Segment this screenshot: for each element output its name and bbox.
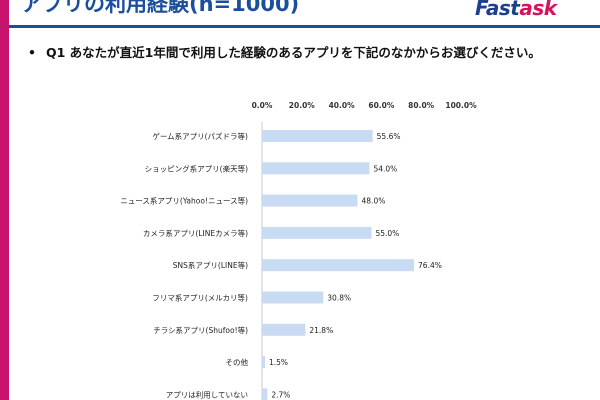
value-label: 55.6% <box>377 132 401 141</box>
value-label: 1.5% <box>269 358 288 367</box>
x-tick-label: 100.0% <box>445 101 477 110</box>
value-label: 21.8% <box>309 326 333 335</box>
value-label: 2.7% <box>271 390 290 399</box>
category-label: SNS系アプリ(LINE等) <box>173 260 248 270</box>
category-label: フリマ系アプリ(メルカリ等) <box>152 293 248 303</box>
value-label: 76.4% <box>418 261 442 270</box>
bar <box>262 162 370 175</box>
value-label: 48.0% <box>362 197 386 206</box>
x-tick-label: 0.0% <box>252 101 273 110</box>
x-tick-label: 60.0% <box>368 101 395 110</box>
x-tick-label: 80.0% <box>408 101 435 110</box>
value-label: 30.8% <box>327 294 351 303</box>
question-text: Q1 あなたが直近1年間で利用した経験のあるアプリを下記のなかからお選びください… <box>46 45 541 60</box>
left-accent-stripe <box>0 0 9 400</box>
value-label: 54.0% <box>373 164 397 173</box>
bar <box>262 388 268 400</box>
bar <box>262 291 324 304</box>
category-label: ゲーム系アプリ(パズドラ等) <box>152 131 248 141</box>
bar <box>262 356 265 369</box>
bar <box>262 323 306 336</box>
bar <box>262 194 358 207</box>
header: アプリの利用経験(n=1000) Fastask <box>9 0 600 27</box>
x-tick-label: 40.0% <box>329 101 356 110</box>
category-label: アプリは利用していない <box>166 389 248 399</box>
page-title: アプリの利用経験(n=1000) <box>21 0 300 16</box>
bar <box>262 130 373 142</box>
bar <box>262 226 372 239</box>
value-label: 55.0% <box>375 229 399 238</box>
logo-text: Fast <box>475 0 520 20</box>
category-label: ショッピング系アプリ(楽天等) <box>145 163 248 173</box>
question-bullet: • <box>28 45 36 60</box>
category-label: カメラ系アプリ(LINEカメラ等) <box>143 228 248 238</box>
x-tick-label: 20.0% <box>289 101 316 110</box>
brand-logo: Fastask <box>475 0 557 20</box>
category-label: ニュース系アプリ(Yahoo!ニュース等) <box>120 196 248 206</box>
category-label: チラシ系アプリ(Shufoo!等) <box>153 325 248 335</box>
header-divider <box>9 25 600 28</box>
category-label: その他 <box>226 357 249 367</box>
logo-accent-text: ask <box>519 0 557 20</box>
bar <box>262 259 415 272</box>
